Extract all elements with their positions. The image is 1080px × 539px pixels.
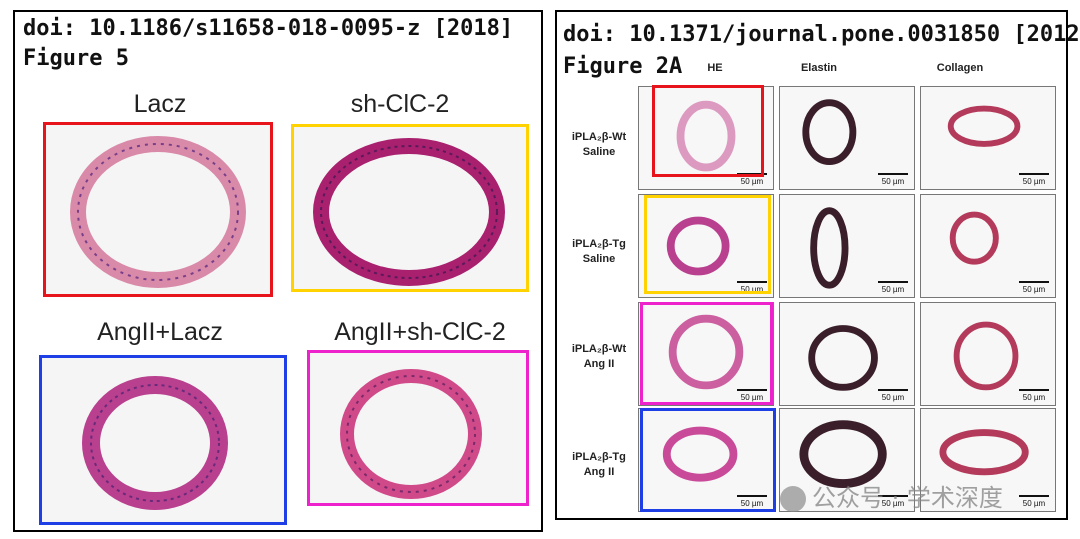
label-angii-lacz: AngII+Lacz <box>97 318 223 346</box>
tile-collagen-row4: 50 µm <box>920 408 1056 512</box>
col-header-collagen: Collagen <box>936 62 984 74</box>
left-figure-panel: doi: 10.1186/s11658-018-0095-z [2018] Fi… <box>13 10 543 532</box>
frame-yellow-sh-clc2 <box>291 124 529 292</box>
micrograph-angii-lacz <box>39 355 287 525</box>
frame-blue-row4 <box>640 408 776 512</box>
micrograph-lacz <box>43 122 273 297</box>
scale-bar: 50 µm <box>878 173 908 186</box>
right-doi: doi: 10.1371/journal.pone.0031850 [2012] <box>563 22 1080 47</box>
scale-bar: 50 µm <box>737 389 767 402</box>
micrograph-sh-clc2 <box>291 124 529 292</box>
scale-bar: 50 µm <box>1019 173 1049 186</box>
frame-magenta-angii-sh-clc2 <box>307 350 529 506</box>
left-doi: doi: 10.1186/s11658-018-0095-z [2018] <box>23 16 514 41</box>
tile-collagen-row2: 50 µm <box>920 194 1056 298</box>
row-header-3: iPLA₂β-Wt Ang II <box>571 343 627 370</box>
row-header-4: iPLA₂β-Tg Ang II <box>572 451 626 478</box>
frame-red-row1 <box>652 85 764 177</box>
tile-elastin-row3: 50 µm <box>779 302 915 406</box>
scale-bar: 50 µm <box>1019 495 1049 508</box>
col-header-he: HE <box>707 62 723 74</box>
scale-bar: 50 µm <box>878 281 908 294</box>
label-angii-sh-clc2: AngII+sh-ClC-2 <box>334 318 506 346</box>
frame-red-lacz <box>43 122 273 297</box>
tile-elastin-row2: 50 µm <box>779 194 915 298</box>
tile-elastin-row1: 50 µm <box>779 86 915 190</box>
tile-he-row4: 50 µm <box>638 408 774 512</box>
label-sh-clc2: sh-ClC-2 <box>350 90 450 118</box>
scale-bar: 50 µm <box>737 495 767 508</box>
label-lacz: Lacz <box>133 90 187 118</box>
right-figure-label: Figure 2A <box>563 54 683 79</box>
row-header-1: iPLA₂β-Wt Saline <box>571 131 627 158</box>
micrograph-angii-sh-clc2 <box>307 350 529 506</box>
left-figure-label: Figure 5 <box>23 46 129 71</box>
scale-bar: 50 µm <box>1019 281 1049 294</box>
tile-collagen-row1: 50 µm <box>920 86 1056 190</box>
tile-he-row2: 50 µm <box>638 194 774 298</box>
scale-bar: 50 µm <box>878 495 908 508</box>
scale-bar: 50 µm <box>737 281 767 294</box>
tile-he-row1: 50 µm <box>638 86 774 190</box>
scale-bar: 50 µm <box>1019 389 1049 402</box>
scale-bar: 50 µm <box>878 389 908 402</box>
frame-magenta-row3 <box>640 302 773 405</box>
watermark: 公众号 · 学术深度 <box>780 478 1003 513</box>
col-header-elastin: Elastin <box>800 62 838 74</box>
frame-yellow-row2 <box>644 195 771 294</box>
wechat-icon <box>780 486 806 512</box>
tile-he-row3: 50 µm <box>638 302 774 406</box>
frame-blue-angii-lacz <box>39 355 287 525</box>
tile-collagen-row3: 50 µm <box>920 302 1056 406</box>
right-figure-panel: doi: 10.1371/journal.pone.0031850 [2012]… <box>555 10 1080 520</box>
row-header-2: iPLA₂β-Tg Saline <box>572 238 626 265</box>
